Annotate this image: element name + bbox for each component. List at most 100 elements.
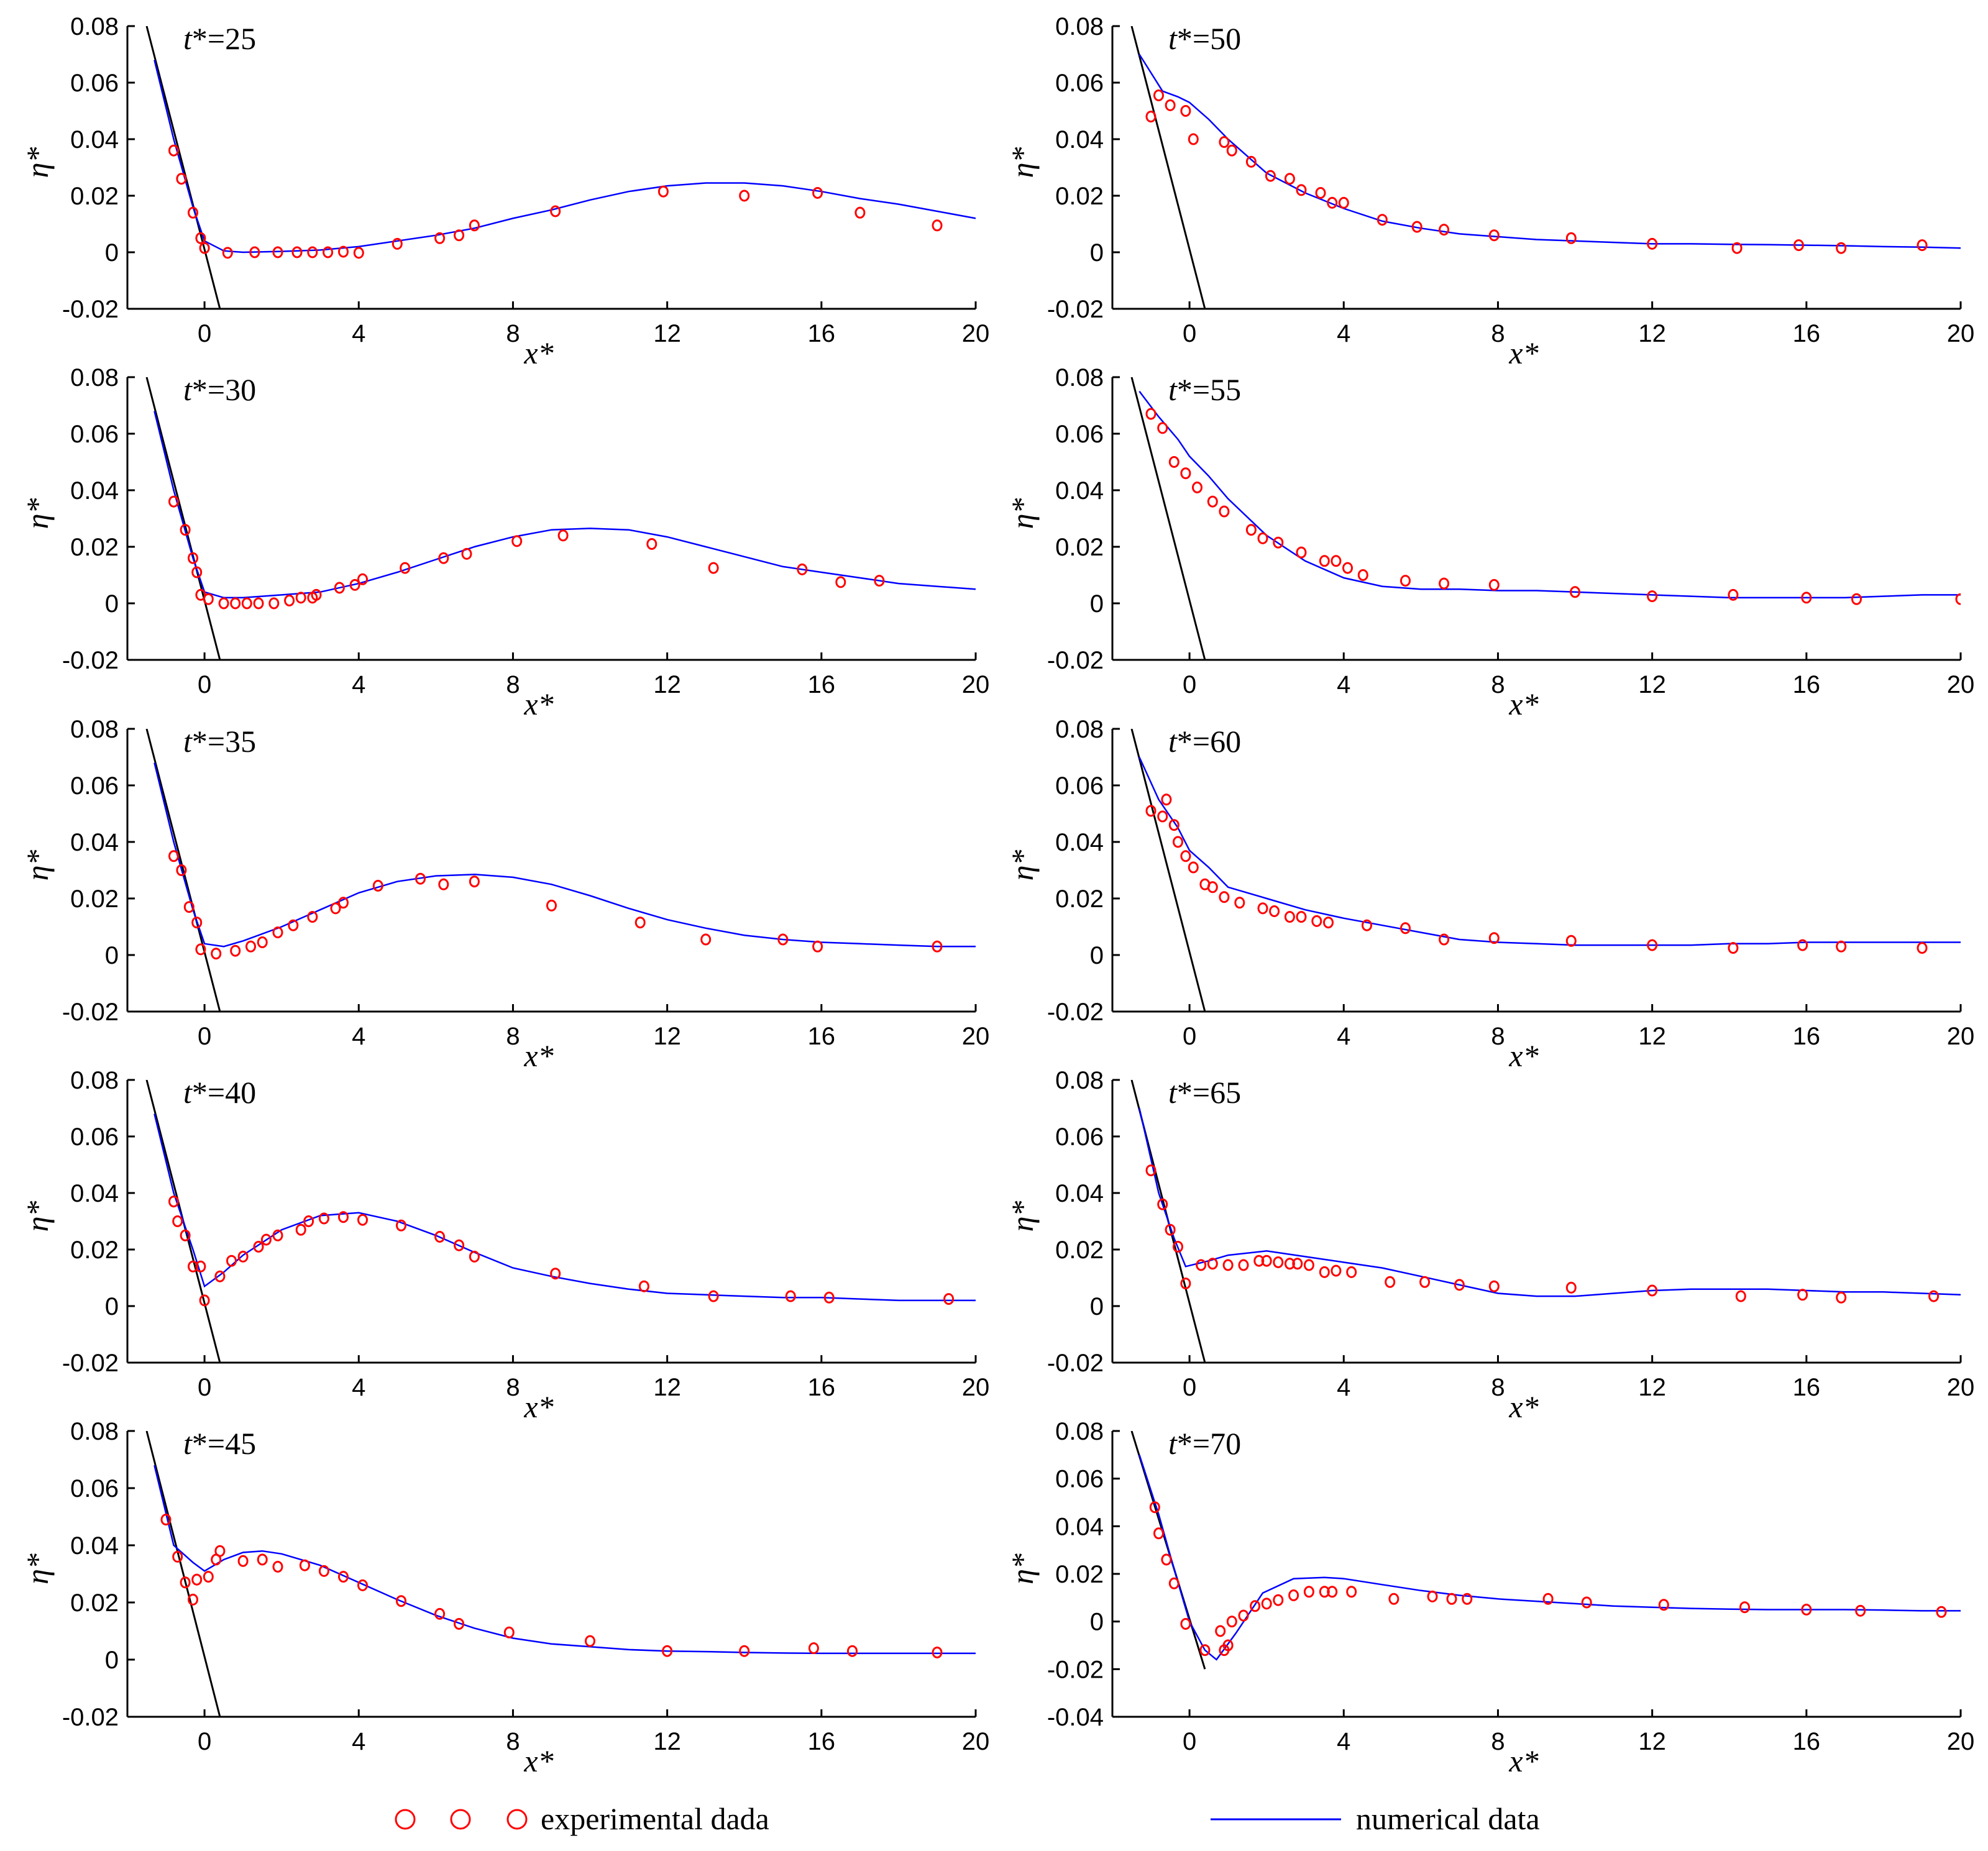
experimental-point xyxy=(1165,1223,1176,1236)
experimental-point xyxy=(1647,1284,1658,1297)
experimental-point xyxy=(434,1231,446,1243)
y-tick-label: 0.06 xyxy=(70,1123,119,1151)
experimental-point xyxy=(1173,836,1183,848)
experimental-point xyxy=(1145,111,1157,123)
experimental-point xyxy=(168,1195,179,1208)
panel-title-variable: t xyxy=(183,1075,193,1110)
experimental-point xyxy=(1928,1290,1940,1302)
x-tick-label: 16 xyxy=(1793,320,1821,347)
numerical-series-line xyxy=(1138,1108,1961,1297)
experimental-point xyxy=(550,1268,561,1280)
y-tick-label: -0.02 xyxy=(1047,999,1104,1026)
y-tick-label: 0.06 xyxy=(70,421,119,448)
experimental-point xyxy=(1488,932,1500,944)
legend-experimental-marker xyxy=(395,1809,416,1830)
numerical-series-line xyxy=(1138,1454,1961,1661)
y-tick-label: 0 xyxy=(1090,1609,1104,1636)
chart-panel: -0.02 0 0.02 0.04 0.06 0.08 0 4 8 12 16 20 x* η* t*=45 xyxy=(20,1418,989,1778)
experimental-point xyxy=(357,1579,368,1591)
panel-title: t*=45 xyxy=(183,1426,256,1461)
plot-area xyxy=(145,26,976,309)
experimental-point xyxy=(1284,911,1295,923)
chart-panel: -0.02 0 0.02 0.04 0.06 0.08 0 4 8 12 16 20 x* η* t*=50 xyxy=(1005,13,1974,370)
x-tick-label: 16 xyxy=(808,671,836,698)
x-tick-label: 16 xyxy=(808,320,836,347)
panel-title-variable: t xyxy=(183,1426,193,1461)
experimental-point xyxy=(1153,1527,1164,1540)
experimental-point xyxy=(1917,942,1928,954)
experimental-point xyxy=(214,1270,226,1282)
y-axis-title: η* xyxy=(1005,1553,1040,1584)
experimental-point xyxy=(168,495,179,508)
experimental-point xyxy=(1168,1577,1180,1589)
experimental-point xyxy=(511,535,523,547)
y-tick-label: 0 xyxy=(105,239,119,267)
experimental-point xyxy=(1419,1276,1431,1288)
experimental-point xyxy=(1797,1289,1808,1301)
y-tick-label: 0.04 xyxy=(70,477,119,505)
experimental-point xyxy=(1917,239,1928,252)
numerical-series-line xyxy=(153,762,976,948)
experimental-point xyxy=(307,911,318,923)
x-tick-label: 8 xyxy=(1491,671,1505,698)
experimental-point xyxy=(700,933,712,946)
experimental-point xyxy=(295,592,306,604)
experimental-point xyxy=(268,597,280,610)
experimental-point xyxy=(1315,187,1326,199)
panel-title-value: *=40 xyxy=(192,1075,256,1110)
experimental-point xyxy=(812,940,823,953)
y-tick-label: 0.06 xyxy=(70,70,119,97)
reference-line xyxy=(1130,377,1206,660)
experimental-point xyxy=(454,229,465,242)
x-tick-label: 8 xyxy=(1491,1023,1505,1050)
x-tick-label: 20 xyxy=(962,1374,990,1401)
experimental-point xyxy=(1207,495,1218,508)
experimental-point xyxy=(1215,1625,1226,1637)
x-axis-title: x* xyxy=(1508,1038,1538,1073)
experimental-point xyxy=(203,593,214,605)
experimental-point xyxy=(1411,221,1422,233)
panel-title: t*=50 xyxy=(1168,21,1241,56)
experimental-point xyxy=(1226,1616,1237,1628)
experimental-point xyxy=(1797,939,1808,951)
experimental-point xyxy=(1145,1164,1157,1177)
panel-title: t*=65 xyxy=(1168,1075,1241,1110)
experimental-point xyxy=(272,1229,283,1241)
x-tick-label: 0 xyxy=(1183,1023,1196,1050)
experimental-point xyxy=(808,1642,819,1655)
y-tick-label: 0 xyxy=(1090,590,1104,618)
panel-title-value: *=30 xyxy=(192,372,256,407)
x-tick-label: 12 xyxy=(653,1728,681,1755)
chart-panel: -0.04 -0.02 0 0.02 0.04 0.06 0.08 0 4 8 12 16 20 x* η*… xyxy=(1005,1418,1974,1778)
experimental-point xyxy=(334,582,345,594)
reference-line xyxy=(1130,729,1206,1012)
y-tick-label: 0.06 xyxy=(1055,1123,1104,1151)
x-tick-label: 0 xyxy=(198,320,211,347)
y-tick-label: 0.08 xyxy=(70,1067,119,1094)
chart-panel: -0.02 0 0.02 0.04 0.06 0.08 0 4 8 12 16 20 x* η* t*=30 xyxy=(20,364,989,721)
experimental-point xyxy=(392,237,403,250)
y-tick-label: 0.04 xyxy=(1055,126,1104,153)
experimental-point xyxy=(180,524,191,536)
y-tick-label: -0.02 xyxy=(62,1704,119,1731)
x-axis-title: x* xyxy=(523,336,553,370)
experimental-point xyxy=(307,246,318,258)
experimental-point xyxy=(1253,1255,1265,1267)
y-tick-label: -0.02 xyxy=(1047,1656,1104,1683)
experimental-point xyxy=(338,897,349,909)
experimental-point xyxy=(284,595,295,606)
experimental-point xyxy=(1296,911,1307,923)
reference-line xyxy=(145,1431,221,1717)
experimental-point xyxy=(1161,1553,1172,1566)
x-tick-label: 0 xyxy=(1183,1728,1196,1755)
experimental-point xyxy=(1439,224,1450,236)
numerical-series-line xyxy=(153,60,976,254)
experimental-point xyxy=(1385,1276,1396,1288)
experimental-point xyxy=(634,916,646,929)
x-tick-label: 8 xyxy=(506,1728,520,1755)
x-tick-label: 4 xyxy=(1337,1728,1350,1755)
plot-area xyxy=(1130,1080,1961,1363)
x-axis-title: x* xyxy=(1508,336,1538,370)
y-tick-label: -0.02 xyxy=(62,1350,119,1377)
